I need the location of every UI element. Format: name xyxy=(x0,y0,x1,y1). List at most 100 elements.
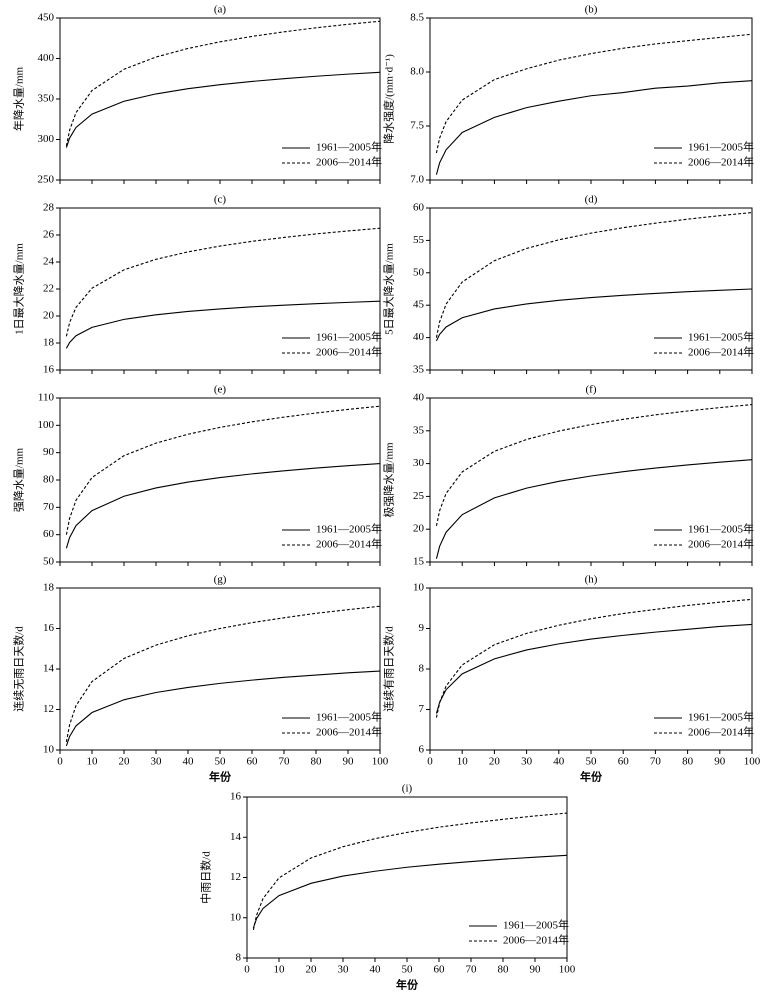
y-tick-label: 400 xyxy=(38,52,55,64)
x-tick-label: 40 xyxy=(370,964,382,976)
y-tick-label: 16 xyxy=(43,622,55,634)
y-tick-label: 26 xyxy=(43,229,55,241)
series-line xyxy=(65,20,381,147)
legend-label: 2006—2014年 xyxy=(316,725,382,739)
y-tick-label: 300 xyxy=(38,133,55,145)
series-line xyxy=(65,227,381,337)
y-tick-label: 8.5 xyxy=(410,12,424,24)
y-axis-label: 连续无雨日天数/d xyxy=(12,626,26,712)
y-tick-label: 450 xyxy=(38,12,55,24)
y-tick-label: 20 xyxy=(43,310,55,322)
y-tick-label: 35 xyxy=(413,364,425,376)
y-tick-label: 8.0 xyxy=(410,66,424,78)
y-tick-label: 14 xyxy=(43,663,55,675)
series-line xyxy=(435,459,753,559)
series-line xyxy=(435,288,753,342)
x-tick-label: 90 xyxy=(343,756,355,768)
y-tick-label: 25 xyxy=(413,490,425,502)
y-tick-label: 50 xyxy=(413,266,425,278)
y-tick-label: 50 xyxy=(43,556,55,568)
legend-label: 2006—2014年 xyxy=(688,537,754,551)
x-axis-label: 年份 xyxy=(396,978,419,992)
y-tick-label: 28 xyxy=(43,202,55,214)
series-line xyxy=(252,812,568,930)
series-line xyxy=(435,80,753,175)
panel-title: (g) xyxy=(214,574,227,586)
y-tick-label: 40 xyxy=(413,331,425,343)
x-tick-label: 20 xyxy=(119,756,131,768)
y-tick-label: 12 xyxy=(43,703,54,715)
y-tick-label: 70 xyxy=(43,501,55,513)
y-tick-label: 60 xyxy=(43,528,55,540)
x-tick-label: 90 xyxy=(530,964,542,976)
x-tick-label: 70 xyxy=(650,756,662,768)
x-tick-label: 80 xyxy=(498,964,510,976)
y-axis-label: 5日最大降水量/mm xyxy=(382,243,396,335)
series-line xyxy=(435,211,753,338)
panel-title: (i) xyxy=(402,783,413,795)
x-axis-label: 年份 xyxy=(580,770,603,784)
x-tick-label: 50 xyxy=(215,756,227,768)
x-tick-label: 30 xyxy=(521,756,533,768)
y-axis-label: 连续有雨日天数/d xyxy=(382,626,396,712)
x-tick-label: 90 xyxy=(714,756,726,768)
panel-title: (b) xyxy=(585,4,598,16)
y-tick-label: 14 xyxy=(230,831,242,843)
x-tick-label: 30 xyxy=(338,964,350,976)
series-line xyxy=(65,670,381,747)
legend-label: 1961—2005年 xyxy=(688,522,754,536)
x-tick-label: 10 xyxy=(274,964,286,976)
y-tick-label: 18 xyxy=(43,337,55,349)
legend-label: 2006—2014年 xyxy=(316,155,382,169)
legend-label: 1961—2005年 xyxy=(688,140,754,154)
y-tick-label: 8 xyxy=(236,952,242,964)
y-tick-label: 7.5 xyxy=(410,120,424,132)
x-tick-label: 50 xyxy=(402,964,414,976)
y-tick-label: 10 xyxy=(413,582,425,594)
x-tick-label: 0 xyxy=(427,756,433,768)
y-tick-label: 18 xyxy=(43,582,55,594)
series-line xyxy=(65,605,381,743)
y-tick-label: 10 xyxy=(230,911,242,923)
series-line xyxy=(435,598,753,718)
y-tick-label: 22 xyxy=(43,283,54,295)
legend-label: 1961—2005年 xyxy=(316,330,382,344)
x-tick-label: 0 xyxy=(57,756,63,768)
y-tick-label: 12 xyxy=(230,871,241,883)
x-tick-label: 10 xyxy=(457,756,469,768)
series-line xyxy=(65,300,381,349)
series-line xyxy=(65,463,381,549)
y-tick-label: 20 xyxy=(413,523,425,535)
panel-title: (a) xyxy=(214,4,227,16)
y-axis-label: 极强降水量/mm xyxy=(382,442,396,518)
y-tick-label: 16 xyxy=(230,791,242,803)
legend-label: 2006—2014年 xyxy=(688,725,754,739)
x-tick-label: 100 xyxy=(372,756,389,768)
x-tick-label: 70 xyxy=(466,964,478,976)
legend-label: 1961—2005年 xyxy=(316,140,382,154)
series-line xyxy=(435,33,753,154)
y-tick-label: 10 xyxy=(43,744,55,756)
series-line xyxy=(435,623,753,714)
x-tick-label: 70 xyxy=(279,756,291,768)
y-tick-label: 15 xyxy=(413,556,425,568)
panel-title: (c) xyxy=(214,194,227,206)
y-tick-label: 40 xyxy=(413,392,425,404)
x-tick-label: 40 xyxy=(553,756,565,768)
y-tick-label: 8 xyxy=(419,663,425,675)
legend-label: 2006—2014年 xyxy=(688,155,754,169)
x-tick-label: 60 xyxy=(434,964,446,976)
y-tick-label: 24 xyxy=(43,256,55,268)
y-tick-label: 7 xyxy=(419,703,425,715)
x-tick-label: 100 xyxy=(559,964,576,976)
legend-label: 2006—2014年 xyxy=(316,537,382,551)
series-line xyxy=(65,71,381,148)
x-tick-label: 60 xyxy=(247,756,259,768)
legend-label: 2006—2014年 xyxy=(503,933,569,947)
x-axis-label: 年份 xyxy=(209,770,232,784)
legend-label: 1961—2005年 xyxy=(316,710,382,724)
y-tick-label: 90 xyxy=(43,446,55,458)
y-axis-label: 1日最大降水量/mm xyxy=(12,243,26,335)
plot-frame xyxy=(59,397,381,563)
legend-label: 1961—2005年 xyxy=(688,710,754,724)
